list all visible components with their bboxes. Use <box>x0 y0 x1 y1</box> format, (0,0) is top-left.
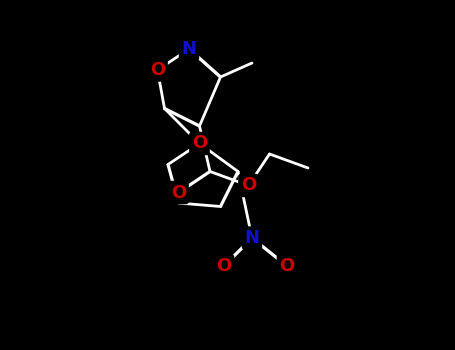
Text: N: N <box>182 40 197 58</box>
Text: O: O <box>171 183 186 202</box>
Text: O: O <box>217 257 232 275</box>
Text: O: O <box>150 61 165 79</box>
Text: O: O <box>241 176 256 195</box>
Text: O: O <box>279 257 295 275</box>
Text: N: N <box>244 229 259 247</box>
Text: O: O <box>192 134 207 153</box>
